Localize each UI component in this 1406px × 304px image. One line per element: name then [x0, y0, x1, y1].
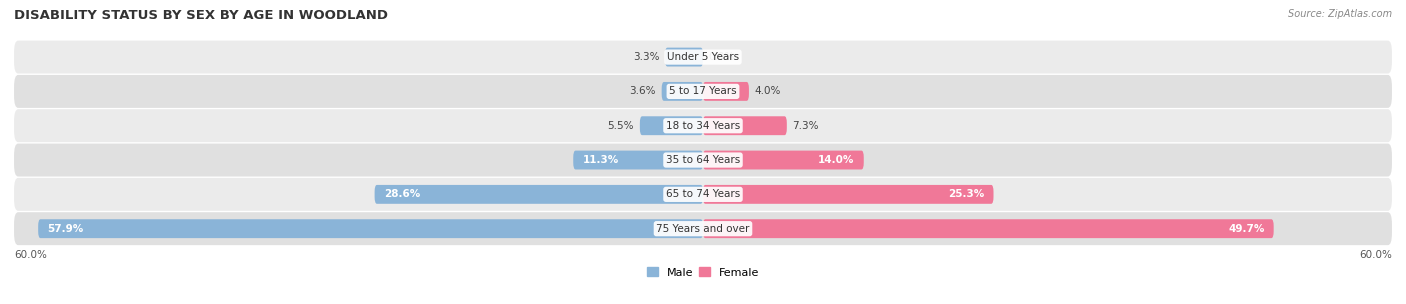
FancyBboxPatch shape [703, 116, 787, 135]
FancyBboxPatch shape [703, 185, 994, 204]
FancyBboxPatch shape [703, 150, 863, 170]
FancyBboxPatch shape [14, 41, 1392, 74]
Text: Under 5 Years: Under 5 Years [666, 52, 740, 62]
Text: 4.0%: 4.0% [755, 86, 782, 96]
Text: 3.6%: 3.6% [630, 86, 657, 96]
FancyBboxPatch shape [703, 219, 1274, 238]
FancyBboxPatch shape [640, 116, 703, 135]
Text: DISABILITY STATUS BY SEX BY AGE IN WOODLAND: DISABILITY STATUS BY SEX BY AGE IN WOODL… [14, 9, 388, 22]
FancyBboxPatch shape [574, 150, 703, 170]
Text: 0.0%: 0.0% [709, 52, 735, 62]
Text: 57.9%: 57.9% [48, 224, 83, 234]
FancyBboxPatch shape [38, 219, 703, 238]
Text: 5 to 17 Years: 5 to 17 Years [669, 86, 737, 96]
Text: Source: ZipAtlas.com: Source: ZipAtlas.com [1288, 9, 1392, 19]
FancyBboxPatch shape [662, 82, 703, 101]
FancyBboxPatch shape [374, 185, 703, 204]
FancyBboxPatch shape [665, 48, 703, 67]
FancyBboxPatch shape [14, 212, 1392, 245]
Text: 11.3%: 11.3% [582, 155, 619, 165]
Text: 14.0%: 14.0% [818, 155, 855, 165]
Text: 25.3%: 25.3% [948, 189, 984, 199]
FancyBboxPatch shape [703, 82, 749, 101]
FancyBboxPatch shape [14, 178, 1392, 211]
Text: 3.3%: 3.3% [633, 52, 659, 62]
Text: 49.7%: 49.7% [1227, 224, 1264, 234]
Text: 60.0%: 60.0% [14, 250, 46, 260]
Text: 60.0%: 60.0% [1360, 250, 1392, 260]
Text: 35 to 64 Years: 35 to 64 Years [666, 155, 740, 165]
FancyBboxPatch shape [14, 143, 1392, 177]
Text: 5.5%: 5.5% [607, 121, 634, 131]
Legend: Male, Female: Male, Female [643, 263, 763, 282]
Text: 28.6%: 28.6% [384, 189, 420, 199]
Text: 65 to 74 Years: 65 to 74 Years [666, 189, 740, 199]
Text: 7.3%: 7.3% [793, 121, 820, 131]
FancyBboxPatch shape [14, 75, 1392, 108]
Text: 75 Years and over: 75 Years and over [657, 224, 749, 234]
FancyBboxPatch shape [14, 109, 1392, 142]
Text: 18 to 34 Years: 18 to 34 Years [666, 121, 740, 131]
